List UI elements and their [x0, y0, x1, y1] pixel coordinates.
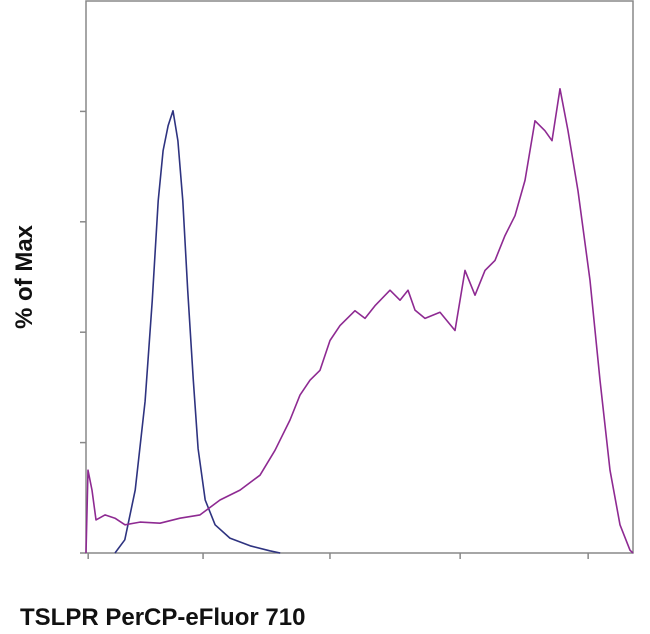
y-axis-label: % of Max	[11, 224, 38, 329]
plot-frame	[85, 0, 634, 554]
series-line	[85, 88, 634, 554]
series-line	[114, 110, 281, 554]
x-axis-label: TSLPR PerCP-eFluor 710	[20, 604, 305, 631]
